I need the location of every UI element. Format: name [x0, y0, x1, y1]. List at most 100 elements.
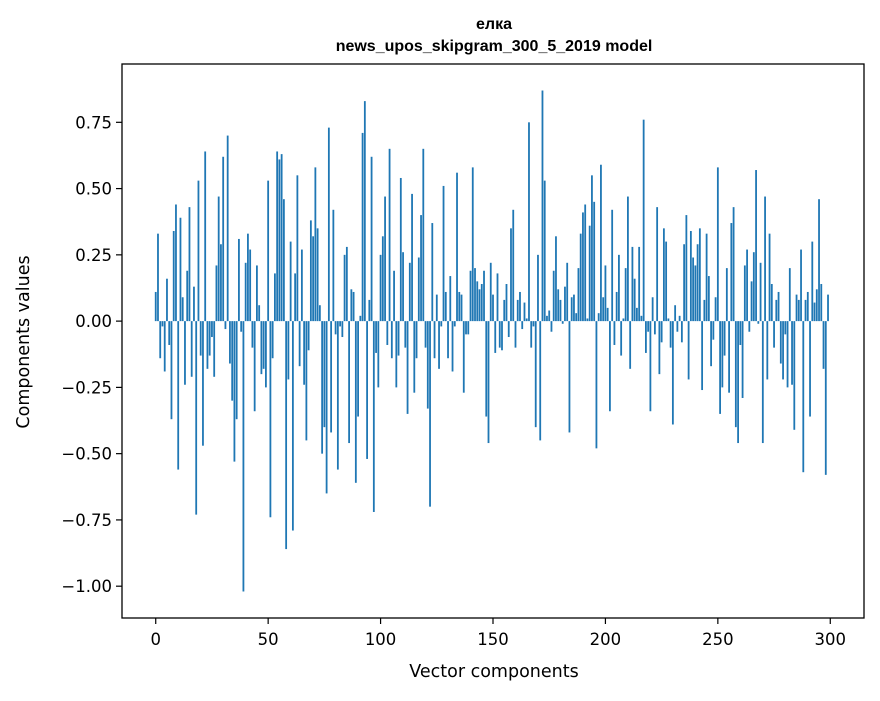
bar [429, 321, 431, 507]
bar [622, 318, 625, 322]
bar [573, 294, 575, 322]
bar [712, 321, 715, 340]
bar [323, 321, 326, 428]
bar [204, 151, 207, 322]
bar [451, 321, 454, 372]
bar [811, 241, 814, 322]
bar [636, 307, 638, 322]
bar [498, 321, 501, 348]
bar [793, 321, 796, 430]
bar [300, 249, 303, 322]
bar [298, 321, 301, 367]
bar [667, 318, 670, 322]
bar [806, 291, 809, 322]
x-tick-label: 150 [477, 630, 509, 649]
bar [779, 321, 782, 364]
bar [604, 265, 607, 322]
bar [426, 321, 429, 409]
bar [289, 241, 292, 322]
x-tick-label: 100 [365, 630, 397, 649]
bar [519, 291, 521, 322]
bar [469, 270, 472, 322]
bar [186, 270, 189, 322]
x-tick-label: 200 [590, 630, 622, 649]
bar [629, 321, 632, 369]
bar [746, 249, 748, 322]
bar [795, 294, 798, 322]
y-axis-ticks: 0.75 0.50 0.25 0.00 −0.25 −0.50 −0.75 −1.00 [61, 113, 122, 596]
bar [568, 321, 571, 433]
bar [361, 132, 364, 322]
bar [359, 315, 362, 322]
bar [719, 321, 721, 414]
y-tick-label: −0.25 [61, 378, 112, 397]
bar [267, 180, 270, 322]
bar [265, 321, 267, 388]
bar [714, 297, 717, 322]
bar [202, 321, 204, 446]
bar [582, 212, 584, 322]
bar [249, 249, 252, 322]
bar [640, 315, 643, 322]
bar [251, 321, 254, 348]
bar [784, 321, 787, 335]
bar [815, 289, 818, 322]
bar [827, 294, 829, 322]
bar [674, 305, 677, 322]
bar [422, 148, 425, 322]
bar [190, 321, 193, 377]
bar [507, 321, 510, 338]
bar [166, 278, 168, 322]
bar [163, 321, 166, 372]
bar [658, 321, 661, 375]
bar [215, 265, 218, 322]
bar [788, 268, 791, 322]
bar [154, 291, 157, 322]
bar [759, 262, 762, 322]
bar [730, 223, 733, 322]
bar [588, 225, 591, 322]
bar [689, 231, 692, 322]
bar [332, 209, 335, 322]
bar [606, 307, 609, 322]
bar [280, 154, 283, 322]
bar [465, 321, 467, 335]
bar [541, 90, 544, 322]
bar [532, 321, 535, 327]
bar [345, 246, 348, 322]
bar [184, 321, 186, 385]
bar [229, 321, 231, 364]
bar [483, 270, 485, 322]
bar [600, 164, 602, 322]
bar [824, 321, 827, 475]
bar [179, 217, 182, 322]
y-tick-label: 0.75 [75, 113, 112, 132]
bar [282, 199, 285, 322]
bar [750, 281, 753, 322]
bar [595, 321, 598, 449]
bar [800, 249, 802, 322]
bar [534, 321, 537, 428]
bar [309, 220, 312, 322]
bar [665, 241, 668, 322]
bar [307, 321, 310, 351]
bar [474, 268, 476, 322]
bar [611, 209, 614, 322]
bar [698, 228, 701, 322]
bar [217, 196, 220, 322]
bar [609, 321, 611, 412]
bar [737, 321, 739, 444]
bar [818, 199, 820, 322]
bar [694, 265, 697, 322]
bar [168, 321, 171, 345]
bar [642, 119, 645, 322]
bar [211, 321, 213, 338]
bar [235, 321, 238, 420]
bar [314, 167, 317, 322]
bar [175, 204, 177, 322]
bar [503, 299, 506, 322]
bar [741, 321, 744, 398]
bar [285, 321, 288, 550]
bar [269, 321, 272, 518]
